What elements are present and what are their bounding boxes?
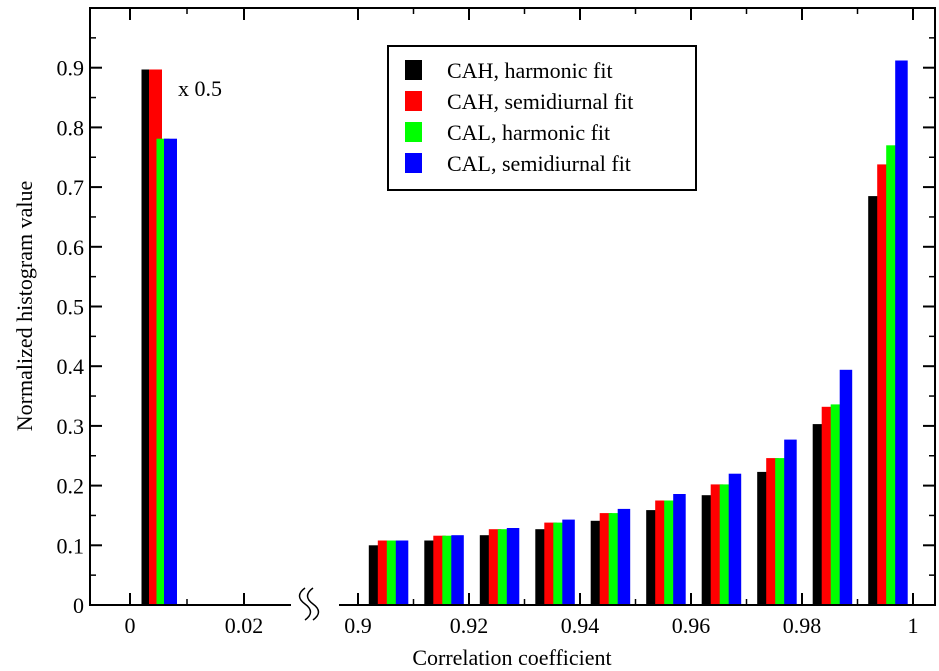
- bar-series-4-7: [673, 494, 686, 605]
- legend-swatch-2: [405, 91, 422, 111]
- legend-label-3: CAL, harmonic fit: [447, 120, 610, 145]
- legend: CAH, harmonic fit CAH, semidiurnal fit CAL…: [387, 45, 697, 191]
- x-tick-label: 0: [125, 613, 136, 638]
- legend-swatch-1: [405, 60, 422, 80]
- scale-annotation: x 0.5: [178, 76, 222, 101]
- x-tick-label: 0.9: [344, 613, 372, 638]
- axis-break-mark: [291, 587, 339, 621]
- y-tick-label: 0.2: [57, 474, 85, 499]
- x-tick-label: 0.96: [672, 613, 711, 638]
- legend-box: [387, 45, 697, 191]
- y-tick-label: 0.5: [57, 295, 85, 320]
- bar-series-4-1: [164, 138, 177, 605]
- legend-label-4: CAL, semidiurnal fit: [447, 151, 631, 176]
- y-tick-label: 0.3: [57, 414, 85, 439]
- bar-series-4-2: [395, 540, 409, 605]
- x-axis-title: Correlation coefficient: [412, 645, 611, 670]
- bar-series-4-9: [784, 439, 797, 605]
- y-tick-label: 0.8: [57, 115, 85, 140]
- bar-series-4-6: [617, 508, 631, 605]
- bar-series-4-10: [839, 369, 853, 605]
- y-tick-label: 0.9: [57, 56, 85, 81]
- x-tick-label: 0.94: [561, 613, 600, 638]
- legend-swatch-4: [405, 153, 422, 173]
- bar-series-4-4: [506, 528, 520, 605]
- bar-series-4-3: [451, 535, 464, 605]
- y-tick-label: 0: [73, 593, 84, 618]
- bar-series-4-5: [562, 519, 575, 605]
- y-tick-label: 0.6: [57, 235, 85, 260]
- ticks-layer: [90, 8, 935, 606]
- tick-labels-layer: 0 0.1 0.2 0.3 0.4 0.5 0.6 0.7 0.8 0.9 0 0.02 0.9 0.92…: [57, 56, 919, 638]
- bar-series-4-11: [895, 60, 908, 605]
- x-tick-label: 0.02: [225, 613, 264, 638]
- bars-layer: [141, 60, 908, 606]
- legend-label-2: CAH, semidiurnal fit: [447, 89, 633, 114]
- x-tick-label: 0.92: [450, 613, 489, 638]
- legend-label-1: CAH, harmonic fit: [447, 58, 613, 83]
- y-tick-label: 0.4: [57, 354, 85, 379]
- legend-swatch-3: [405, 122, 422, 142]
- y-tick-label: 0.7: [57, 175, 85, 200]
- x-tick-label: 0.98: [783, 613, 822, 638]
- y-tick-label: 0.1: [57, 533, 85, 558]
- x-tick-label: 1: [908, 613, 919, 638]
- bar-series-4-8: [728, 473, 742, 605]
- y-axis-title: Normalized histogram value: [12, 181, 37, 431]
